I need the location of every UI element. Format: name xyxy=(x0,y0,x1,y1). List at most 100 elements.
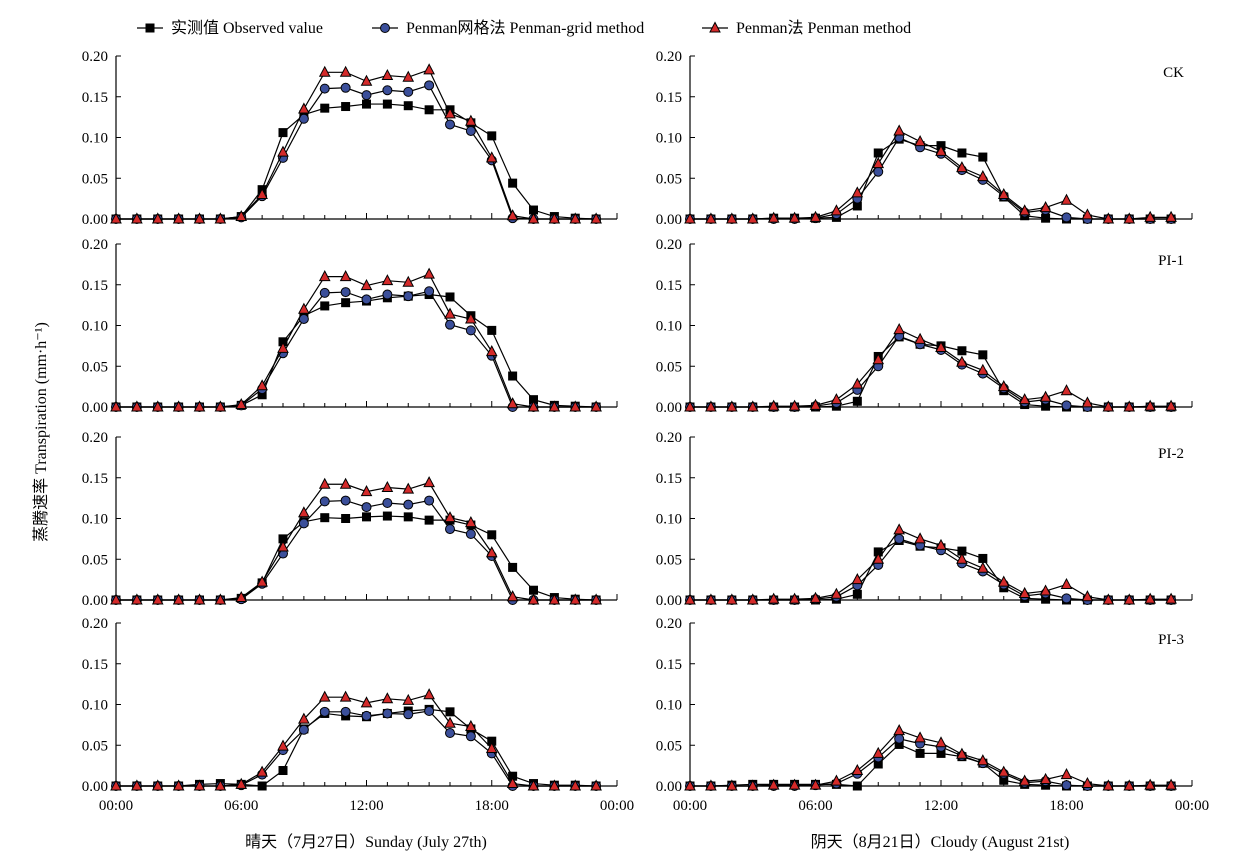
data-point-penman xyxy=(788,778,801,790)
data-point-penman xyxy=(339,690,352,702)
data-point-penman xyxy=(746,593,759,605)
panel-cloudy-3: 0.00 0.05 0.10 0.15 0.20 00:00 06:00 12:00 18:00… xyxy=(656,616,1209,814)
data-point-penman xyxy=(318,477,331,489)
data-point-penman xyxy=(277,145,289,157)
data-point-penman xyxy=(1081,590,1094,602)
data-point-grid xyxy=(319,496,330,507)
data-point-penman xyxy=(788,399,801,411)
y-tick-label: 0.10 xyxy=(656,131,682,147)
data-point-observed xyxy=(957,346,967,356)
data-point-penman xyxy=(235,397,248,410)
y-tick-label: 0.15 xyxy=(656,90,682,106)
y-tick-label: 0.00 xyxy=(82,212,108,228)
data-point-penman xyxy=(893,724,905,736)
x-tick-label: 00:00 xyxy=(673,798,707,814)
data-point-penman xyxy=(485,741,498,754)
data-point-observed xyxy=(978,350,988,360)
data-point-penman xyxy=(1144,592,1156,604)
column-title-sunny: 晴天（7月27日）Sunday (July 27th) xyxy=(245,833,487,851)
data-point-penman xyxy=(465,114,477,126)
x-tick-label: 18:00 xyxy=(475,798,509,814)
data-point-penman xyxy=(318,65,331,77)
data-point-observed xyxy=(320,513,330,523)
data-point-grid xyxy=(382,708,393,719)
legend-item-grid: Penman网格法 Penman-grid method xyxy=(372,19,644,37)
data-point-penman xyxy=(110,400,122,412)
data-point-penman xyxy=(1081,208,1094,220)
y-tick-label: 0.15 xyxy=(656,657,682,673)
data-point-observed xyxy=(341,102,351,112)
data-point-penman xyxy=(872,157,885,169)
y-tick-label: 0.00 xyxy=(82,400,108,416)
data-point-penman xyxy=(788,211,801,223)
legend: 实测值 Observed value Penman网格法 Penman-grid … xyxy=(137,19,911,37)
data-point-penman xyxy=(746,212,759,224)
series-observed xyxy=(685,134,1176,224)
y-tick-label: 0.15 xyxy=(82,278,108,294)
panel-sunny-3: 0.00 0.05 0.10 0.15 0.20 00:00 06:00 12:00 18:00… xyxy=(82,616,634,814)
y-tick-label: 0.10 xyxy=(656,698,682,714)
data-point-penman xyxy=(1102,593,1115,605)
series-penman xyxy=(684,323,1177,412)
data-point-penman xyxy=(298,302,310,314)
data-point-penman xyxy=(423,688,435,700)
series-grid xyxy=(685,533,1177,605)
data-point-grid xyxy=(445,119,455,130)
panel-label: PI-3 xyxy=(1158,632,1184,648)
y-tick-label: 0.15 xyxy=(82,657,108,673)
data-point-grid xyxy=(361,90,372,101)
series-line-penman xyxy=(116,694,597,787)
data-point-observed xyxy=(403,101,413,111)
data-point-grid xyxy=(1061,212,1072,223)
data-point-observed xyxy=(424,515,434,525)
data-point-observed xyxy=(320,301,330,311)
series-grid xyxy=(111,706,602,791)
series-line-grid xyxy=(116,710,597,787)
legend-label-penman: Penman法 Penman method xyxy=(736,19,911,37)
series-observed xyxy=(685,536,1176,605)
data-point-penman xyxy=(956,355,968,367)
data-point-penman xyxy=(590,400,602,412)
data-point-grid xyxy=(1061,780,1072,791)
x-tick-label: 00:00 xyxy=(1175,798,1209,814)
data-point-penman xyxy=(956,161,968,173)
y-tick-label: 0.00 xyxy=(656,400,682,416)
data-point-penman xyxy=(684,593,696,605)
data-point-penman xyxy=(977,561,989,573)
data-point-grid xyxy=(424,495,435,506)
data-point-penman xyxy=(809,591,822,603)
data-point-penman xyxy=(1144,210,1156,222)
series-penman xyxy=(684,724,1177,791)
data-point-penman xyxy=(360,485,373,497)
series-penman xyxy=(684,124,1177,224)
data-point-penman xyxy=(1144,399,1156,411)
data-point-penman xyxy=(830,587,843,599)
data-point-penman xyxy=(914,532,926,544)
data-point-grid xyxy=(465,325,476,336)
data-point-penman xyxy=(548,212,561,224)
series-grid xyxy=(685,733,1177,791)
x-tick-label: 06:00 xyxy=(798,798,832,814)
data-point-penman xyxy=(527,400,540,412)
data-point-penman xyxy=(527,212,540,224)
panel-sunny-1: 0.00 0.05 0.10 0.15 0.20 xyxy=(82,237,618,416)
data-point-penman xyxy=(569,212,582,224)
data-point-penman xyxy=(1081,396,1094,408)
data-point-grid xyxy=(403,709,414,720)
data-point-penman xyxy=(977,363,989,375)
data-point-penman xyxy=(1039,201,1052,213)
data-point-observed xyxy=(978,553,988,563)
data-point-observed xyxy=(852,589,862,599)
data-point-penman xyxy=(1039,584,1052,596)
y-tick-label: 0.05 xyxy=(82,171,108,187)
data-point-penman xyxy=(684,779,696,791)
data-point-penman xyxy=(767,399,780,411)
data-point-penman xyxy=(851,186,864,198)
data-point-penman xyxy=(256,575,268,587)
data-point-observed xyxy=(487,325,497,335)
data-point-penman xyxy=(767,778,780,790)
data-point-penman xyxy=(277,540,289,552)
data-point-penman xyxy=(705,593,717,605)
data-point-penman xyxy=(1018,586,1031,598)
data-point-grid xyxy=(465,731,476,742)
